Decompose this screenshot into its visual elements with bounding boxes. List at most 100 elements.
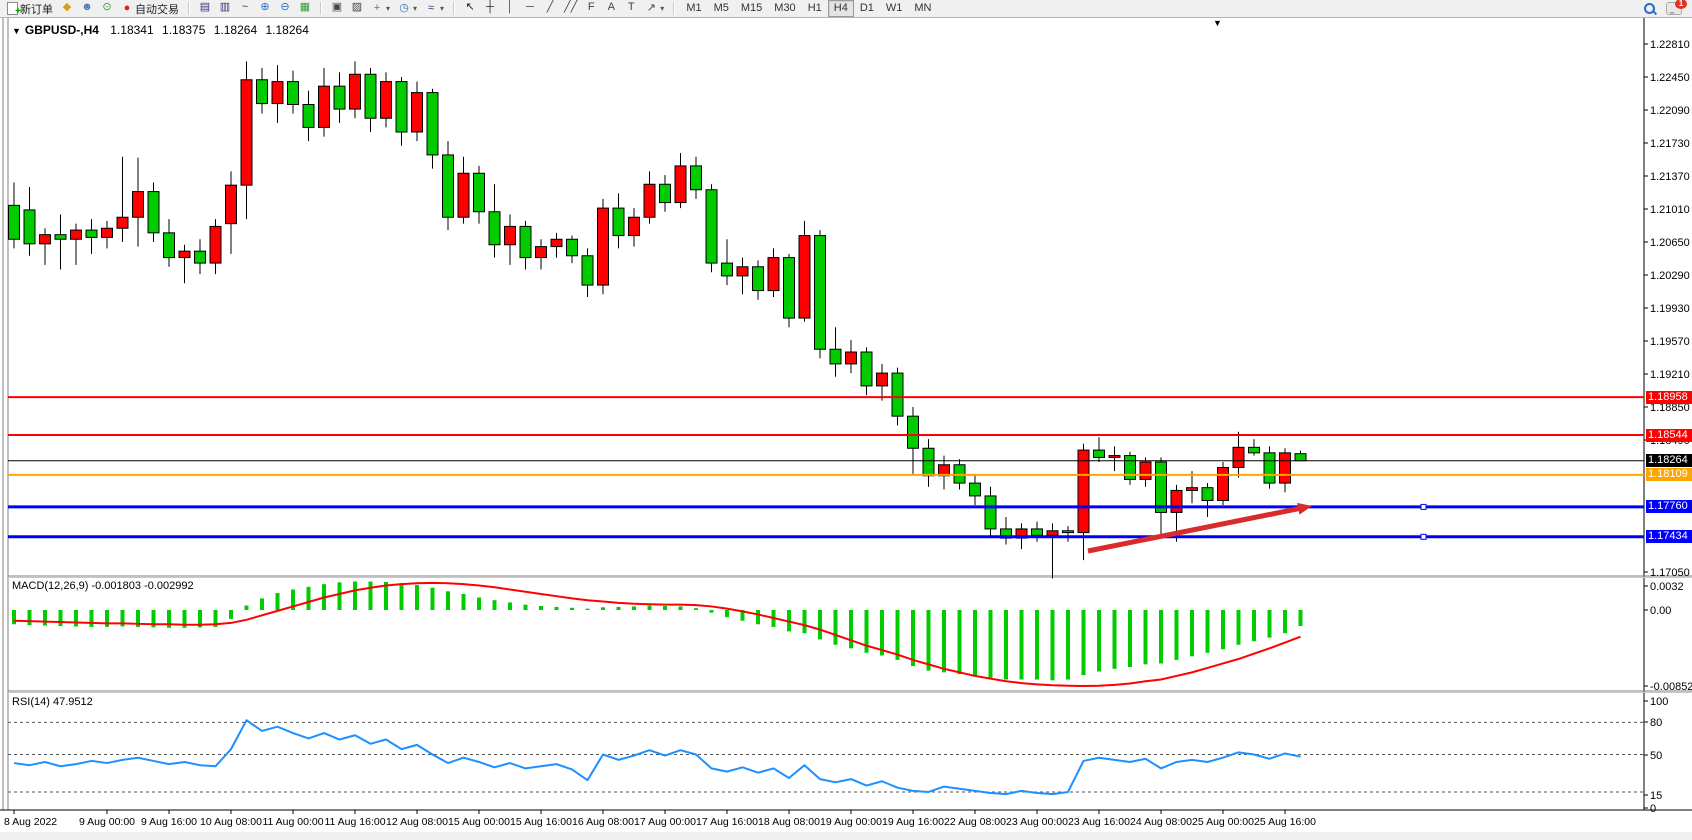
text-tool-icon[interactable]: A [607, 1, 615, 13]
chart-shift-icon[interactable]: ▣ [331, 1, 343, 13]
candlestick-chart-icon[interactable]: ▥ [219, 1, 231, 13]
crosshair-icon[interactable]: ┼ [486, 1, 494, 13]
dropdown-arrow-icon: ▾ [413, 4, 418, 13]
candle [473, 172, 485, 213]
notifications-icon[interactable]: 1 [1666, 0, 1687, 15]
time-tick-label: 9 Aug 16:00 [141, 816, 197, 828]
time-tick-label: 25 Aug 16:00 [1254, 816, 1316, 828]
badge-icon[interactable]: ◆ [62, 1, 72, 13]
time-tick-label: 18 Aug 08:00 [758, 816, 820, 828]
fibonacci-tool-icon[interactable]: F [587, 1, 595, 13]
chart-autoscroll-icon[interactable]: ▨ [351, 1, 363, 13]
price-axis[interactable]: 1.22810 1.22450 1.22090 1.21730 1.21370 1.210… [1644, 39, 1690, 579]
tf-button-d1[interactable]: D1 [859, 2, 874, 14]
label-tool-icon[interactable]: T [627, 1, 635, 13]
zoom-out-icon[interactable]: ⊖ [280, 1, 290, 13]
trend-arrow[interactable] [1087, 502, 1312, 554]
candle [1155, 461, 1167, 513]
macd-axis[interactable]: 0.0032 0.00 -0.008529 [1644, 581, 1692, 693]
quote-line: ▼ GBPUSD-,H4 1.18341 1.18375 1.18264 1.18… [12, 23, 314, 37]
time-tick-label: 19 Aug 00:00 [820, 816, 882, 828]
tf-button-m5[interactable]: M5 [713, 2, 729, 14]
price-tick-label: 1.21010 [1650, 204, 1690, 216]
rsi-tick-label: 0 [1650, 803, 1656, 815]
rsi-tick-label: 15 [1650, 790, 1662, 802]
channel-tool-icon[interactable]: ╱╱ [564, 1, 578, 13]
candle [1062, 530, 1074, 534]
line-chart-icon[interactable]: ~ [241, 1, 249, 13]
time-tick-label: 19 Aug 16:00 [882, 816, 944, 828]
time-axis[interactable]: 8 Aug 2022 9 Aug 00:00 9 Aug 16:00 10 Aug 0… [4, 810, 1316, 828]
candle [1263, 452, 1276, 484]
period-button[interactable]: ◷ ▾ [394, 0, 421, 17]
add-indicator-icon: + [373, 2, 381, 14]
template-button[interactable]: ≈ ▾ [421, 0, 448, 17]
search-icon[interactable] [1644, 2, 1658, 15]
bar-chart-icon[interactable]: ▤ [199, 1, 211, 13]
dropdown-arrow-icon: ▾ [660, 4, 665, 13]
candle [814, 235, 826, 350]
tf-button-m1[interactable]: M1 [686, 2, 702, 14]
candle [194, 250, 206, 264]
candle [1108, 455, 1121, 458]
price-tick-label: 1.20650 [1650, 237, 1690, 249]
price-tick-label: 1.21370 [1650, 171, 1690, 183]
add-indicator-button[interactable]: + ▾ [367, 0, 394, 17]
quote-open: 1.18341 [110, 23, 154, 37]
candle [178, 250, 191, 259]
candle [1139, 461, 1152, 480]
new-order-button[interactable]: + 新订单 [3, 0, 57, 17]
tf-button-w1[interactable]: W1 [885, 2, 903, 14]
vertical-line-tool-icon[interactable]: │ [506, 1, 514, 13]
community-icon[interactable]: ☻ [81, 1, 93, 13]
horizontal-line-tool-icon[interactable]: ─ [526, 1, 534, 13]
candle [380, 81, 392, 119]
candle [1201, 487, 1214, 502]
price-tick-label: 1.22810 [1650, 39, 1690, 51]
template-icon: ≈ [428, 2, 435, 14]
chart-shift-marker-icon[interactable]: ▼ [1213, 18, 1222, 28]
hline-handle[interactable] [1420, 533, 1427, 540]
time-tick-label: 17 Aug 00:00 [634, 816, 696, 828]
tf-button-h1[interactable]: H1 [807, 2, 822, 14]
arrows-tool-button[interactable]: ↗ ▾ [641, 0, 668, 17]
candle [147, 191, 160, 234]
candle [1170, 489, 1183, 513]
candle [860, 351, 873, 387]
candle [674, 165, 687, 204]
quote-expand-arrow-icon[interactable]: ▼ [12, 26, 21, 36]
tf-button-h4[interactable]: H4 [827, 0, 854, 17]
price-tick-label: 1.18850 [1650, 402, 1690, 414]
signal-icon[interactable]: ⊙ [102, 1, 112, 13]
candle [643, 183, 656, 218]
zoom-in-icon[interactable]: ⊕ [260, 1, 270, 13]
candle [891, 372, 904, 417]
main-toolbar: + 新订单 ◆ ☻ ⊙ ● 自动交易 ▤ ▥ ~ ⊕ ⊖ ▦ ▣ ▨ + [0, 0, 1692, 18]
candle [798, 235, 811, 319]
hline-handle[interactable] [1420, 503, 1427, 510]
candle [984, 495, 997, 530]
candle [845, 351, 857, 365]
candle [240, 79, 253, 186]
tf-button-m15[interactable]: M15 [740, 2, 763, 14]
dropdown-arrow-icon: ▾ [386, 4, 391, 13]
rsi-level-lines [8, 721, 1644, 793]
auto-trading-label: 自动交易 [135, 3, 179, 16]
candle [225, 184, 237, 225]
candle [535, 246, 547, 259]
candle [132, 191, 144, 218]
cursor-icon[interactable]: ↖ [465, 1, 475, 13]
tf-button-mn[interactable]: MN [914, 2, 932, 14]
rsi-line [13, 719, 1301, 796]
candle [256, 79, 268, 105]
rsi-axis[interactable]: 100 80 50 150 [1644, 696, 1668, 815]
tf-button-m30[interactable]: M30 [774, 2, 796, 14]
candle [23, 209, 36, 245]
clock-icon: ◷ [399, 2, 409, 14]
trendline-tool-icon[interactable]: ╱ [546, 1, 554, 13]
rsi-tick-label: 80 [1650, 717, 1662, 729]
candle [8, 204, 20, 240]
auto-trading-button[interactable]: ● 自动交易 [117, 0, 183, 17]
tile-windows-icon[interactable]: ▦ [299, 1, 311, 13]
